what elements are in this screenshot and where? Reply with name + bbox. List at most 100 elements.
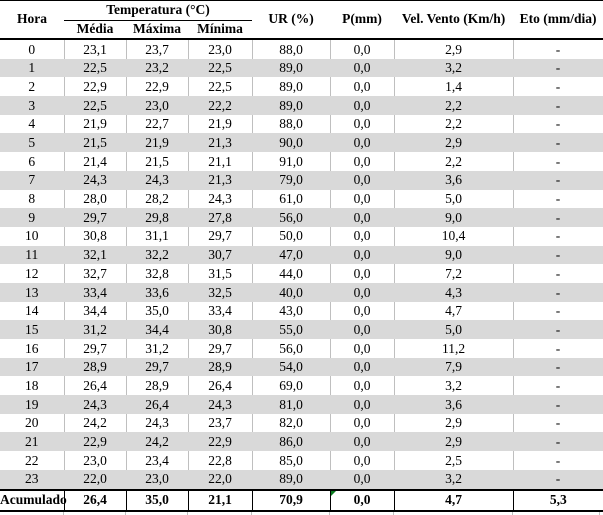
col-header-p: P(mm): [330, 0, 395, 40]
cell-value: -: [512, 413, 603, 433]
cell-value: 89,0: [251, 77, 331, 97]
cell-value: 2,9: [393, 39, 514, 59]
cell-value: 2,9: [393, 133, 514, 153]
table-body: 0 23,1 23,7 23,0 88,0 0,0 2,9-1 22,5 23,2 22,5 89,…: [0, 39, 603, 490]
gridline-stub: [512, 511, 513, 515]
cell-hora: 11: [0, 245, 64, 265]
footer-value: 5,3: [512, 488, 603, 512]
cell-value: 2,2: [393, 152, 514, 171]
cell-value: 24,3: [63, 170, 126, 190]
cell-value: 21,9: [187, 114, 253, 134]
cell-value: 11,2: [393, 339, 514, 358]
cell-value: -: [512, 39, 603, 59]
cell-value: 23,1: [63, 39, 126, 59]
table-row: 20 24,2 24,3 23,7 82,0 0,0 2,9-: [0, 413, 603, 433]
cell-hora: 20: [0, 413, 64, 433]
cell-value: 24,3: [187, 189, 253, 209]
col-header-ur: UR (%): [252, 0, 331, 40]
cell-value: 54,0: [251, 357, 331, 377]
cell-value: 21,3: [187, 133, 253, 153]
cell-value: -: [512, 114, 603, 134]
cell-value: 24,3: [125, 413, 188, 433]
cell-value: 0,0: [329, 339, 395, 358]
cell-value: 22,5: [63, 58, 126, 78]
cell-value: -: [512, 77, 603, 97]
col-header-minima: Mínima: [188, 20, 253, 40]
cell-value: 22,9: [187, 432, 253, 452]
cell-value: 31,5: [187, 264, 253, 283]
cell-value: -: [512, 301, 603, 321]
cell-value: 0,0: [329, 152, 395, 171]
cell-hora: 3: [0, 96, 64, 115]
cell-value: 30,8: [187, 320, 253, 339]
cell-value: 23,0: [125, 96, 188, 115]
cell-value: 24,2: [125, 432, 188, 452]
cell-value: 0,0: [329, 58, 395, 78]
cell-value: 88,0: [251, 114, 331, 134]
cell-value: 0,0: [329, 282, 395, 302]
cell-value: 2,5: [393, 451, 514, 470]
table-row: 18 26,4 28,9 26,4 69,0 0,0 3,2-: [0, 376, 603, 396]
footer-value: 21,1: [187, 488, 253, 512]
cell-value: 21,9: [125, 133, 188, 153]
cell-value: 32,2: [125, 245, 188, 265]
cell-value: -: [512, 357, 603, 377]
cell-value: 88,0: [251, 39, 331, 59]
cell-value: 0,0: [329, 114, 395, 134]
cell-value: 0,0: [329, 413, 395, 433]
table-row: 5 21,5 21,9 21,3 90,0 0,0 2,9-: [0, 133, 603, 153]
cell-value: -: [512, 282, 603, 302]
cell-value: 4,7: [393, 301, 514, 321]
comment-marker-icon: [330, 490, 336, 496]
cell-value: 79,0: [251, 170, 331, 190]
cell-value: 82,0: [251, 413, 331, 433]
cell-value: 29,7: [187, 226, 253, 246]
cell-value: 32,7: [63, 264, 126, 283]
footer-value: 0,0: [329, 488, 395, 512]
cell-hora: 6: [0, 152, 64, 171]
table-row: 1 22,5 23,2 22,5 89,0 0,0 3,2-: [0, 58, 603, 78]
cell-value: 22,0: [187, 469, 253, 490]
table-header: Hora Temperatura (°C) UR (%) P(mm) Vel. …: [0, 0, 603, 40]
cell-value: 1,4: [393, 77, 514, 97]
cell-value: 0,0: [329, 320, 395, 339]
cell-value: 61,0: [251, 189, 331, 209]
table-row: 14 34,4 35,0 33,4 43,0 0,0 4,7-: [0, 301, 603, 321]
table-row: 6 21,4 21,5 21,1 91,0 0,0 2,2-: [0, 152, 603, 171]
cell-value: 56,0: [251, 339, 331, 358]
cell-value: 89,0: [251, 58, 331, 78]
cell-hora: 16: [0, 339, 64, 358]
cell-value: -: [512, 376, 603, 396]
cell-value: -: [512, 395, 603, 414]
cell-value: 23,0: [187, 39, 253, 59]
cell-value: 0,0: [329, 395, 395, 414]
table-row: 22 23,0 23,4 22,8 85,0 0,0 2,5-: [0, 451, 603, 470]
cell-value: 23,7: [125, 39, 188, 59]
cell-value: 30,8: [63, 226, 126, 246]
cell-hora: 15: [0, 320, 64, 339]
cell-value: 29,7: [63, 208, 126, 227]
cell-value: 3,6: [393, 395, 514, 414]
cell-value: 22,9: [125, 77, 188, 97]
cell-value: 89,0: [251, 469, 331, 490]
cell-value: 2,2: [393, 114, 514, 134]
gridline-stub: [125, 511, 126, 515]
cell-value: 29,7: [187, 339, 253, 358]
cell-hora: 18: [0, 376, 64, 396]
cell-value: 23,2: [125, 58, 188, 78]
cell-value: 9,0: [393, 245, 514, 265]
gridline-stub: [599, 511, 600, 515]
cell-value: 43,0: [251, 301, 331, 321]
cell-value: 47,0: [251, 245, 331, 265]
table-row: 17 28,9 29,7 28,9 54,0 0,0 7,9-: [0, 357, 603, 377]
table-row: 21 22,9 24,2 22,9 86,0 0,0 2,9-: [0, 432, 603, 452]
table-row: 0 23,1 23,7 23,0 88,0 0,0 2,9-: [0, 39, 603, 59]
cell-value: 0,0: [329, 170, 395, 190]
cell-value: 50,0: [251, 226, 331, 246]
cell-value: 28,2: [125, 189, 188, 209]
table-row: 23 22,0 23,0 22,0 89,0 0,0 3,2-: [0, 469, 603, 490]
cell-value: 85,0: [251, 451, 331, 470]
cell-value: 31,2: [63, 320, 126, 339]
cell-value: 3,2: [393, 469, 514, 490]
